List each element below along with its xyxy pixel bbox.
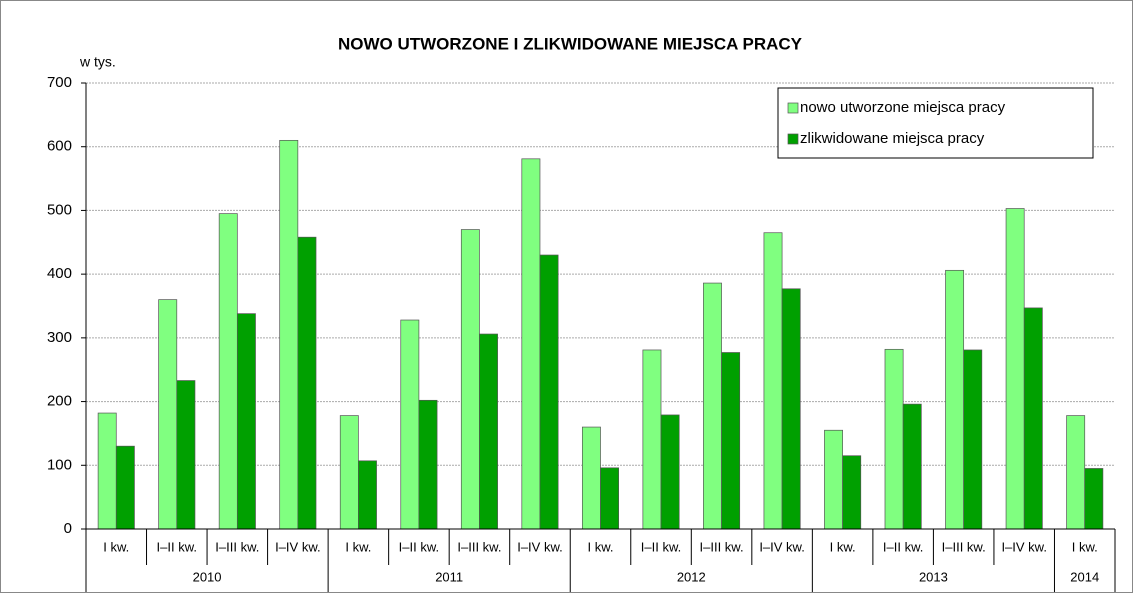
- bar: [945, 269, 965, 530]
- x-tick-label: I–II kw.: [883, 539, 923, 554]
- bar: [721, 352, 741, 530]
- group-label: 2010: [193, 569, 222, 584]
- legend-box: [777, 87, 1094, 159]
- bar: [1084, 468, 1104, 530]
- y-tick-label: 200: [47, 393, 72, 410]
- y-axis-label: w tys.: [79, 54, 116, 70]
- legend-label: zlikwidowane miejsca pracy: [800, 130, 985, 147]
- x-tick-label: I–II kw.: [157, 539, 197, 554]
- bar: [824, 429, 843, 530]
- group-label: 2012: [677, 569, 706, 584]
- bar: [297, 236, 317, 530]
- bar: [884, 348, 904, 530]
- legend-swatch: [787, 133, 799, 145]
- x-tick-label: I–IV kw.: [275, 539, 321, 554]
- bar: [660, 414, 680, 530]
- bar: [479, 333, 498, 530]
- y-tick-label: 700: [47, 74, 72, 91]
- bar: [358, 460, 377, 530]
- bar: [158, 299, 178, 530]
- bar: [842, 455, 862, 530]
- x-tick-label: I kw.: [1072, 539, 1098, 554]
- bar: [279, 139, 299, 530]
- y-tick-label: 100: [47, 456, 72, 473]
- x-tick-label: I–II kw.: [399, 539, 439, 554]
- bar: [1066, 415, 1086, 530]
- group-label: 2011: [435, 569, 463, 584]
- x-tick-label: I kw.: [587, 539, 613, 554]
- y-tick-label: 600: [47, 138, 72, 155]
- y-tick-label: 400: [47, 265, 72, 282]
- bar: [600, 467, 620, 530]
- bar: [400, 319, 420, 530]
- x-tick-label: I–II kw.: [641, 539, 681, 554]
- bar: [1005, 208, 1025, 530]
- chart-title: NOWO UTWORZONE I ZLIKWIDOWANE MIEJSCA PR…: [338, 34, 803, 53]
- bar: [963, 349, 983, 530]
- bar: [539, 254, 559, 530]
- group-label: 2014: [1070, 569, 1099, 584]
- bar: [218, 213, 238, 530]
- x-tick-label: I–IV kw.: [1001, 539, 1047, 554]
- bar: [703, 282, 722, 530]
- bar: [781, 288, 801, 530]
- bar: [642, 349, 662, 530]
- x-tick-label: I kw.: [830, 539, 856, 554]
- bar: [581, 426, 601, 530]
- bar: [902, 403, 922, 530]
- x-tick-label: I–IV kw.: [517, 539, 563, 554]
- x-tick-label: I–III kw.: [457, 539, 501, 554]
- x-tick-label: I–III kw.: [215, 539, 259, 554]
- y-tick-label: 500: [47, 201, 72, 218]
- y-tick-label: 300: [47, 329, 72, 346]
- x-tick-label: I–III kw.: [942, 539, 986, 554]
- bar: [176, 380, 196, 530]
- bar: [763, 232, 783, 530]
- bar: [115, 445, 135, 530]
- bar: [339, 415, 359, 530]
- legend-swatch: [787, 102, 799, 114]
- legend-label: nowo utworzone miejsca pracy: [800, 99, 1006, 116]
- bar: [460, 229, 480, 530]
- x-tick-label: I–III kw.: [700, 539, 744, 554]
- bar: [1023, 307, 1043, 530]
- bar: [521, 158, 541, 530]
- bar: [97, 412, 117, 530]
- x-tick-label: I kw.: [103, 539, 129, 554]
- bar: [418, 399, 438, 530]
- x-tick-label: I–IV kw.: [759, 539, 805, 554]
- bar: [236, 313, 256, 530]
- y-tick-label: 0: [64, 520, 72, 537]
- group-label: 2013: [919, 569, 948, 584]
- x-tick-label: I kw.: [345, 539, 371, 554]
